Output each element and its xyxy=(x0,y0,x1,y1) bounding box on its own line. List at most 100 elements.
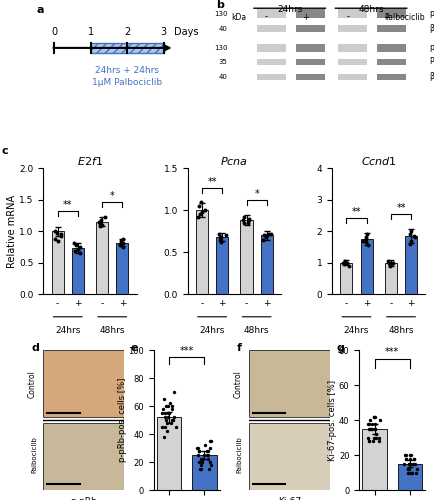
Point xyxy=(217,238,224,246)
Bar xyxy=(385,262,397,294)
Point xyxy=(204,447,210,455)
Text: ***: *** xyxy=(385,347,399,357)
Bar xyxy=(240,220,253,294)
Text: Palbociclib: Palbociclib xyxy=(31,436,37,474)
Point xyxy=(388,258,395,266)
Text: 24hrs: 24hrs xyxy=(55,326,80,334)
Point xyxy=(195,444,202,452)
Y-axis label: Relative mRNA: Relative mRNA xyxy=(7,194,16,268)
FancyBboxPatch shape xyxy=(296,44,325,52)
Point xyxy=(371,425,378,433)
Point xyxy=(222,232,229,239)
Bar xyxy=(192,455,217,490)
Point xyxy=(389,260,396,268)
Point xyxy=(54,229,61,237)
Point xyxy=(366,437,373,445)
Point xyxy=(168,405,175,413)
FancyBboxPatch shape xyxy=(43,350,124,417)
Point xyxy=(207,458,214,466)
Text: Palbociclib: Palbociclib xyxy=(44,382,89,392)
Point xyxy=(171,413,178,421)
Text: 40: 40 xyxy=(219,74,228,80)
Point xyxy=(216,230,223,237)
Point xyxy=(71,238,78,246)
Point xyxy=(407,240,414,248)
Point xyxy=(161,413,168,421)
Bar xyxy=(398,464,422,490)
Point xyxy=(159,409,166,417)
Point xyxy=(57,230,64,238)
Point xyxy=(96,218,103,226)
Point xyxy=(206,465,213,473)
Text: β-Actin: β-Actin xyxy=(429,72,434,82)
Point xyxy=(55,236,62,244)
Point xyxy=(163,416,170,424)
Point xyxy=(408,468,415,476)
Point xyxy=(344,258,351,266)
Point xyxy=(346,262,353,270)
Y-axis label: p-pRb-pos. cells [%]: p-pRb-pos. cells [%] xyxy=(118,378,127,462)
Point xyxy=(197,198,204,206)
Point xyxy=(411,454,418,462)
Point xyxy=(407,460,414,468)
Point xyxy=(204,451,211,459)
Point xyxy=(408,227,414,235)
Point xyxy=(198,465,205,473)
Text: **: ** xyxy=(207,177,217,187)
Point xyxy=(205,447,212,455)
Text: pRb: pRb xyxy=(429,44,434,52)
Point xyxy=(362,234,369,241)
Point xyxy=(373,430,380,438)
Point xyxy=(403,454,410,462)
Point xyxy=(200,455,207,463)
Text: PCNA: PCNA xyxy=(429,58,434,66)
Text: 24hrs: 24hrs xyxy=(277,5,302,14)
FancyBboxPatch shape xyxy=(296,58,325,65)
Point xyxy=(260,236,266,244)
Point xyxy=(342,258,349,266)
Text: +: + xyxy=(383,12,390,22)
Text: d: d xyxy=(31,343,39,353)
Point xyxy=(371,425,378,433)
Point xyxy=(166,400,173,407)
Point xyxy=(368,420,375,428)
Point xyxy=(386,258,393,266)
Text: 24hrs + 24hrs
1μM Palbociclib: 24hrs + 24hrs 1μM Palbociclib xyxy=(92,66,162,86)
Text: *: * xyxy=(254,189,259,199)
FancyBboxPatch shape xyxy=(257,58,286,65)
Text: *: * xyxy=(110,191,115,201)
Point xyxy=(217,236,224,244)
Point xyxy=(364,230,371,238)
FancyBboxPatch shape xyxy=(338,10,367,18)
Bar xyxy=(405,236,417,294)
Point xyxy=(97,222,104,230)
Text: 2: 2 xyxy=(124,27,130,37)
Point xyxy=(411,454,418,462)
Text: Palbociclib: Palbociclib xyxy=(237,436,243,474)
Point xyxy=(370,412,377,420)
FancyBboxPatch shape xyxy=(249,423,330,490)
Point xyxy=(163,419,170,427)
Point xyxy=(98,221,105,229)
Point xyxy=(406,460,413,468)
FancyBboxPatch shape xyxy=(257,44,286,52)
Point xyxy=(52,234,59,242)
Title: $\it{E2f1}$: $\it{E2f1}$ xyxy=(77,156,103,168)
Point xyxy=(404,468,411,476)
FancyBboxPatch shape xyxy=(338,26,367,32)
Point xyxy=(206,437,213,445)
Point xyxy=(373,434,380,442)
Point xyxy=(57,232,64,240)
Point xyxy=(387,262,394,270)
Point xyxy=(369,425,376,433)
Point xyxy=(405,460,412,468)
FancyBboxPatch shape xyxy=(257,74,286,80)
Text: c: c xyxy=(1,146,8,156)
Text: e: e xyxy=(131,343,138,353)
Point xyxy=(402,451,409,459)
FancyBboxPatch shape xyxy=(296,10,325,18)
Point xyxy=(240,219,247,227)
Text: 130: 130 xyxy=(214,10,228,16)
Point xyxy=(241,213,248,221)
Point xyxy=(375,434,382,442)
